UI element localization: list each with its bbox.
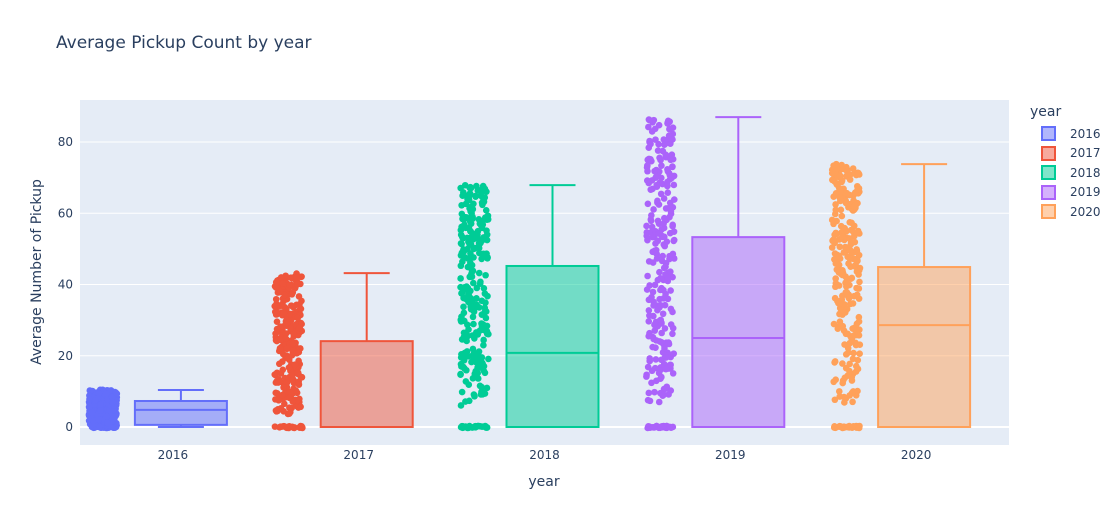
x-axis-title: year	[528, 474, 559, 490]
y-tick-label: 20	[58, 349, 73, 363]
x-tick-label: 2017	[343, 448, 374, 462]
legend-swatch-icon	[1041, 165, 1056, 181]
box-trace-2020[interactable]	[828, 160, 972, 432]
jitter-points[interactable]	[643, 116, 678, 432]
chart-title: Average Pickup Count by year	[56, 33, 312, 53]
legend-item-2018[interactable]: 2018	[1041, 163, 1101, 183]
box-iqr[interactable]	[319, 340, 414, 428]
legend-item-2020[interactable]: 2020	[1041, 202, 1101, 222]
legend: year 2016 2017 2018 2019 2020	[1030, 104, 1101, 222]
legend-label: 2019	[1070, 185, 1101, 200]
box-traces[interactable]	[85, 116, 972, 432]
legend-item-2019[interactable]: 2019	[1041, 183, 1101, 203]
legend-label: 2017	[1070, 146, 1101, 161]
box-iqr[interactable]	[691, 236, 786, 428]
x-tick-label: 2019	[715, 448, 746, 462]
box-iqr[interactable]	[505, 264, 600, 428]
box-iqr[interactable]	[877, 266, 972, 429]
legend-item-2016[interactable]: 2016	[1041, 124, 1101, 144]
y-tick-label: 60	[58, 206, 73, 220]
legend-swatch-icon	[1041, 145, 1056, 161]
y-tick-label: 0	[65, 420, 73, 434]
box-trace-2019[interactable]	[643, 116, 786, 432]
y-tick-label: 40	[58, 278, 73, 292]
y-axis-ticks: 0 20 40 60 80	[58, 135, 73, 434]
x-tick-label: 2016	[158, 448, 189, 462]
x-tick-label: 2020	[901, 448, 932, 462]
legend-swatch-icon	[1041, 126, 1056, 142]
legend-swatch-icon	[1041, 184, 1056, 200]
x-tick-label: 2018	[529, 448, 560, 462]
legend-label: 2018	[1070, 165, 1101, 180]
jitter-points[interactable]	[85, 386, 121, 432]
box-iqr[interactable]	[133, 399, 228, 426]
legend-swatch-icon	[1041, 204, 1056, 220]
legend-item-2017[interactable]: 2017	[1041, 144, 1101, 164]
jitter-points[interactable]	[457, 181, 492, 432]
legend-label: 2020	[1070, 204, 1101, 219]
jitter-points[interactable]	[828, 160, 864, 432]
legend-title: year	[1030, 104, 1062, 120]
box-trace-2017[interactable]	[271, 270, 414, 432]
y-tick-label: 80	[58, 135, 73, 149]
box-trace-2016[interactable]	[85, 386, 228, 432]
x-axis-ticks: 2016 2017 2018 2019 2020	[158, 448, 932, 462]
y-axis-title: Average Number of Pickup	[29, 179, 45, 365]
legend-label: 2016	[1070, 126, 1101, 141]
box-trace-2018[interactable]	[457, 181, 600, 432]
jitter-points[interactable]	[271, 270, 306, 432]
